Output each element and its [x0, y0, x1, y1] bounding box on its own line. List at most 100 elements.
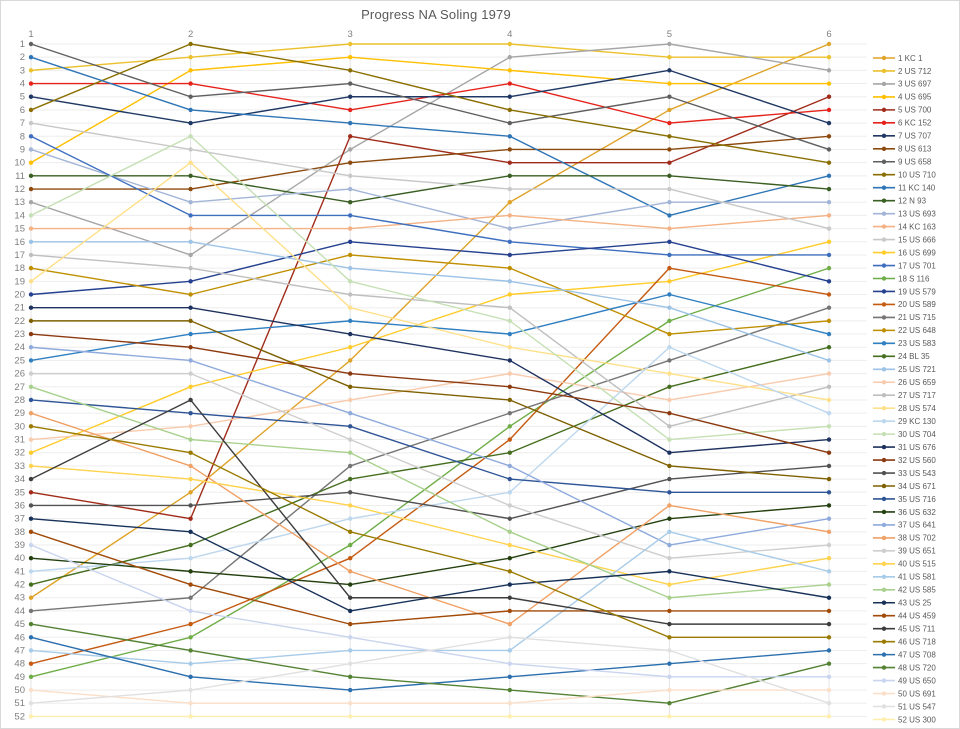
series-line[interactable] — [30, 372, 830, 441]
legend-item[interactable]: 47 US 708 — [873, 650, 936, 659]
legend-item[interactable]: 16 US 699 — [873, 248, 936, 257]
series-line[interactable] — [30, 386, 830, 599]
legend-item[interactable]: 19 US 579 — [873, 287, 936, 296]
series-line[interactable] — [30, 161, 830, 401]
series-line[interactable] — [30, 96, 830, 520]
data-point-marker — [28, 147, 34, 152]
legend-item[interactable]: 24 BL 35 — [873, 352, 930, 361]
legend-item[interactable]: 32 US 560 — [873, 456, 936, 465]
legend-item[interactable]: 44 US 459 — [873, 612, 936, 621]
series-line[interactable] — [30, 122, 830, 230]
legend-item[interactable]: 7 US 707 — [873, 132, 932, 141]
series-line[interactable] — [30, 43, 830, 599]
series-line[interactable] — [30, 43, 830, 151]
series-line[interactable] — [30, 531, 829, 625]
series-line[interactable] — [30, 69, 830, 124]
series-line[interactable] — [30, 135, 830, 441]
legend-item[interactable]: 49 US 650 — [873, 676, 936, 685]
legend-item[interactable]: 48 US 720 — [873, 663, 936, 672]
legend-item[interactable]: 31 US 676 — [873, 443, 936, 452]
series-line[interactable] — [31, 214, 830, 230]
legend-item[interactable]: 15 US 666 — [873, 235, 936, 244]
legend-item[interactable]: 40 US 515 — [873, 560, 936, 569]
series-line[interactable] — [31, 320, 830, 480]
legend-item[interactable]: 38 US 702 — [873, 534, 936, 543]
legend-item[interactable]: 21 US 715 — [873, 313, 936, 322]
legend-item[interactable]: 51 US 547 — [873, 702, 936, 711]
series-line[interactable] — [30, 465, 830, 586]
series-line[interactable] — [30, 346, 830, 546]
series-line[interactable] — [30, 267, 830, 678]
legend-item[interactable]: 27 US 717 — [873, 391, 936, 400]
series-line[interactable] — [30, 254, 830, 335]
legend-item[interactable]: 29 KC 130 — [873, 417, 936, 426]
legend-item[interactable]: 12 N 93 — [873, 196, 927, 205]
legend-item[interactable]: 50 US 691 — [873, 689, 936, 698]
series-line[interactable] — [30, 241, 830, 296]
series-line[interactable] — [30, 399, 829, 493]
data-point-marker — [507, 173, 512, 179]
series-line[interactable] — [30, 307, 830, 612]
legend-item[interactable]: 45 US 711 — [873, 624, 936, 633]
legend-item[interactable]: 20 US 589 — [873, 300, 936, 309]
legend-item[interactable]: 17 US 701 — [873, 261, 936, 270]
legend-item[interactable]: 6 KC 152 — [873, 119, 932, 128]
series-line[interactable] — [31, 306, 830, 454]
data-point-marker — [667, 463, 672, 469]
series-line[interactable] — [30, 241, 830, 454]
legend-label: 22 US 648 — [898, 326, 936, 335]
legend-item[interactable]: 39 US 651 — [873, 547, 936, 556]
legend-item[interactable]: 2 US 712 — [873, 67, 932, 76]
legend-item[interactable]: 9 US 658 — [873, 158, 932, 167]
series-line[interactable] — [30, 135, 829, 256]
legend-item[interactable]: 1 KC 1 — [873, 54, 923, 63]
legend-item[interactable]: 4 US 695 — [873, 93, 932, 102]
legend-item[interactable]: 34 US 671 — [873, 482, 936, 491]
legend-item[interactable]: 8 US 613 — [873, 145, 932, 154]
series-line[interactable] — [30, 689, 829, 704]
legend-item[interactable]: 33 US 543 — [873, 469, 936, 478]
series-line[interactable] — [30, 399, 829, 625]
legend-item[interactable]: 10 US 710 — [873, 171, 936, 180]
legend-item[interactable]: 42 US 585 — [873, 586, 936, 595]
legend-item[interactable]: 11 KC 140 — [873, 184, 936, 193]
series-line[interactable] — [30, 43, 830, 164]
legend-item[interactable]: 37 US 641 — [873, 521, 936, 530]
legend-item[interactable]: 36 US 632 — [873, 508, 936, 517]
legend-item[interactable]: 14 KC 163 — [873, 222, 936, 231]
series-line[interactable] — [30, 56, 829, 164]
series-line[interactable] — [30, 425, 829, 639]
legend-item[interactable]: 46 US 718 — [873, 637, 936, 646]
series-line[interactable] — [31, 175, 830, 203]
legend-item[interactable]: 25 US 721 — [873, 365, 936, 374]
series-line[interactable] — [30, 636, 830, 704]
legend-item[interactable]: 23 US 583 — [873, 339, 936, 348]
series-line[interactable] — [30, 56, 830, 217]
series-line[interactable] — [30, 43, 829, 72]
legend-item[interactable]: 26 US 659 — [873, 378, 936, 387]
legend-item[interactable]: 13 US 693 — [873, 209, 936, 218]
series-line[interactable] — [30, 623, 830, 704]
series-line[interactable] — [30, 267, 830, 665]
series-line[interactable] — [30, 504, 830, 586]
data-point-marker — [826, 463, 832, 469]
series-line[interactable] — [31, 372, 830, 559]
legend-item[interactable]: 28 US 574 — [873, 404, 936, 413]
series-line[interactable] — [31, 241, 830, 362]
series-line[interactable] — [31, 465, 830, 520]
legend-item[interactable]: 35 US 716 — [873, 495, 936, 504]
legend-item[interactable]: 5 US 700 — [873, 106, 932, 115]
data-point-marker — [188, 279, 193, 284]
legend-item[interactable]: 18 S 116 — [873, 274, 930, 283]
series-line[interactable] — [30, 148, 829, 230]
series-line[interactable] — [30, 346, 830, 586]
legend-item[interactable]: 3 US 697 — [873, 80, 932, 89]
legend-item[interactable]: 22 US 648 — [873, 326, 936, 335]
legend-item[interactable]: 30 US 704 — [873, 430, 936, 439]
legend-item[interactable]: 43 US 25 — [873, 599, 932, 608]
series-line[interactable] — [30, 333, 830, 454]
series-line[interactable] — [31, 135, 830, 190]
legend-item[interactable]: 41 US 581 — [873, 573, 936, 582]
legend-item[interactable]: 52 US 300 — [873, 715, 936, 724]
